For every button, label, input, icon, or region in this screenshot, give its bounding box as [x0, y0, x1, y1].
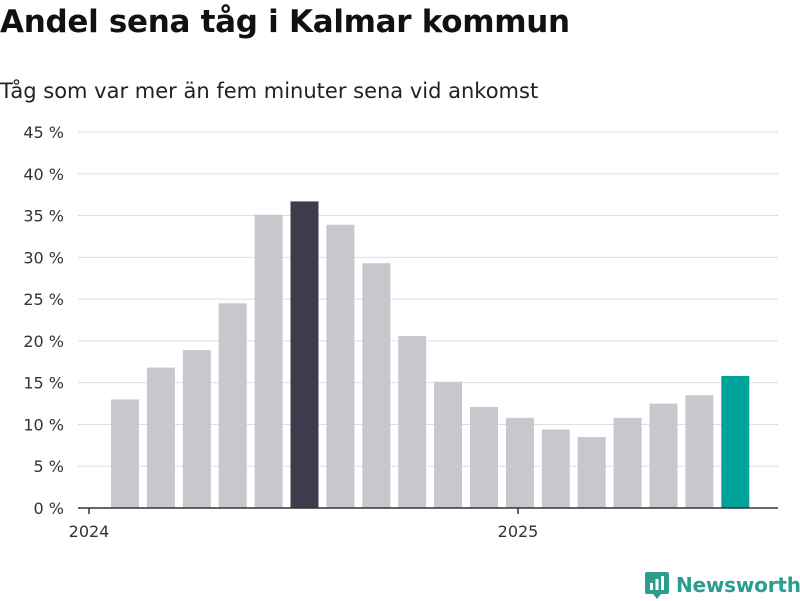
x-tick-label: 2024	[69, 522, 110, 541]
bar	[685, 395, 714, 508]
bar	[254, 214, 283, 508]
newsworthy-logo: Newsworthy	[644, 569, 800, 601]
bars	[111, 201, 750, 508]
y-tick-label: 5 %	[34, 457, 64, 476]
bar	[218, 303, 247, 508]
x-axis-labels: 2024 2025	[69, 508, 539, 541]
bar	[577, 437, 606, 508]
y-tick-label: 10 %	[23, 415, 64, 434]
y-tick-label: 30 %	[23, 248, 64, 267]
bar	[613, 417, 642, 508]
bar	[505, 417, 534, 508]
newsworthy-logo-icon	[645, 572, 669, 599]
bar	[541, 429, 570, 508]
bar	[290, 201, 319, 508]
y-tick-label: 45 %	[23, 123, 64, 142]
x-tick-label: 2025	[498, 522, 539, 541]
bar	[434, 381, 463, 508]
y-tick-label: 40 %	[23, 165, 64, 184]
bar	[146, 367, 175, 508]
brand-name: Newsworthy	[676, 573, 800, 597]
y-tick-label: 20 %	[23, 332, 64, 351]
y-axis-labels: 0 % 5 % 10 % 15 % 20 % 25 % 30 % 35 % 40 % 45 %	[23, 123, 64, 518]
gridlines	[78, 131, 778, 467]
y-tick-label: 25 %	[23, 290, 64, 309]
bar	[111, 399, 139, 508]
y-tick-label: 15 %	[23, 374, 64, 393]
bar	[470, 406, 498, 508]
chart-subtitle: Tåg som var mer än fem minuter sena vid …	[0, 79, 539, 103]
y-tick-label: 35 %	[23, 207, 64, 226]
bar	[649, 403, 678, 508]
bar	[398, 335, 427, 508]
bar	[362, 263, 391, 508]
bar	[721, 376, 750, 508]
bar	[326, 224, 355, 508]
chart-title: Andel sena tåg i Kalmar kommun	[0, 4, 570, 40]
y-tick-label: 0 %	[34, 499, 64, 518]
bar	[182, 350, 211, 508]
